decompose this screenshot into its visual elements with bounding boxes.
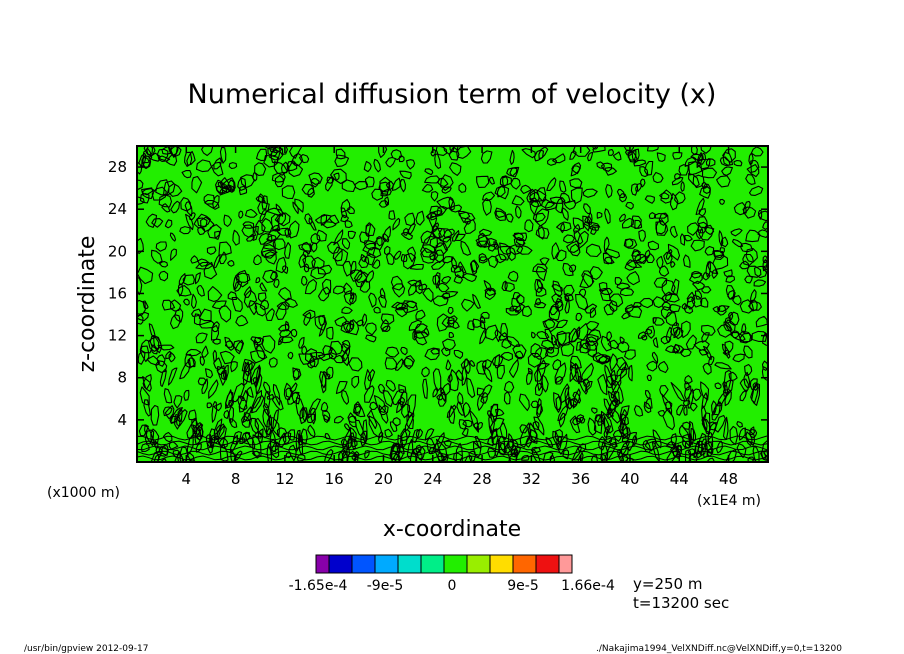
contour-lines — [137, 146, 768, 462]
plot-area — [136, 145, 769, 463]
x-tick-label: 16 — [325, 470, 344, 488]
x-tick-label: 12 — [275, 470, 294, 488]
x-tick-label: 40 — [620, 470, 639, 488]
y-tick-label: 4 — [117, 411, 127, 429]
annotation-y: y=250 m — [633, 575, 702, 593]
x-tick-label: 36 — [571, 470, 590, 488]
colorbar-swatch — [535, 554, 560, 574]
y-axis-ticks: 4 8 12 16 20 24 28 — [108, 158, 768, 429]
colorbar-tick-label: -1.65e-4 — [289, 578, 348, 594]
footer-right: ./Nakajima1994_VelXNDiff.nc@VelXNDiff,y=… — [596, 644, 842, 654]
contour-line-surface — [137, 455, 768, 461]
x-unit-right: (x1E4 m) — [697, 493, 761, 509]
colorbar-tick-label: 9e-5 — [507, 578, 538, 594]
y-tick-label: 24 — [108, 200, 127, 218]
colorbar-swatch — [397, 554, 422, 574]
colorbar-swatch — [351, 554, 376, 574]
x-tick-label: 8 — [231, 470, 241, 488]
footer-left: /usr/bin/gpview 2012-09-17 — [24, 644, 148, 654]
colorbar-swatch — [420, 554, 445, 574]
colorbar-swatch — [328, 554, 353, 574]
x-tick-label: 48 — [719, 470, 738, 488]
colorbar-swatch — [558, 554, 573, 574]
colorbar-tick-label: -9e-5 — [367, 578, 404, 594]
y-tick-label: 28 — [108, 158, 127, 176]
plot-frame — [136, 145, 769, 463]
colorbar-swatch — [466, 554, 491, 574]
colorbar-labels: -1.65e-4 -9e-5 0 9e-5 1.66e-4 — [289, 578, 615, 594]
colorbar-swatch — [374, 554, 399, 574]
y-tick-label: 12 — [108, 327, 127, 345]
colorbar-swatch — [489, 554, 514, 574]
x-unit-left: (x1000 m) — [47, 485, 120, 501]
chart-title: Numerical diffusion term of velocity (x) — [188, 79, 717, 110]
colorbar-tick-label: 0 — [448, 578, 457, 594]
colorbar — [315, 554, 573, 574]
y-tick-label: 8 — [117, 369, 127, 387]
colorbar-swatch — [443, 554, 468, 574]
colorbar-swatch — [315, 554, 330, 574]
contour-line-surface — [137, 435, 768, 441]
y-tick-label: 20 — [108, 242, 127, 260]
x-tick-label: 28 — [473, 470, 492, 488]
x-axis-ticks: 4 8 12 16 20 24 28 32 36 40 44 48 — [182, 146, 738, 488]
annotation-t: t=13200 sec — [633, 594, 729, 612]
y-tick-label: 16 — [108, 284, 127, 302]
contour-line-surface — [137, 440, 768, 446]
contour-cells — [137, 146, 768, 462]
contour-line-surface — [137, 450, 768, 456]
y-axis-label: z-coordinate — [75, 236, 100, 373]
x-tick-label: 24 — [423, 470, 442, 488]
colorbar-swatch — [512, 554, 537, 574]
colorbar-tick-label: 1.66e-4 — [561, 578, 615, 594]
contour-line-surface — [137, 445, 768, 451]
x-tick-label: 20 — [374, 470, 393, 488]
x-axis-label: x-coordinate — [383, 517, 521, 542]
x-tick-label: 4 — [182, 470, 192, 488]
x-tick-label: 32 — [522, 470, 541, 488]
x-tick-label: 44 — [670, 470, 689, 488]
